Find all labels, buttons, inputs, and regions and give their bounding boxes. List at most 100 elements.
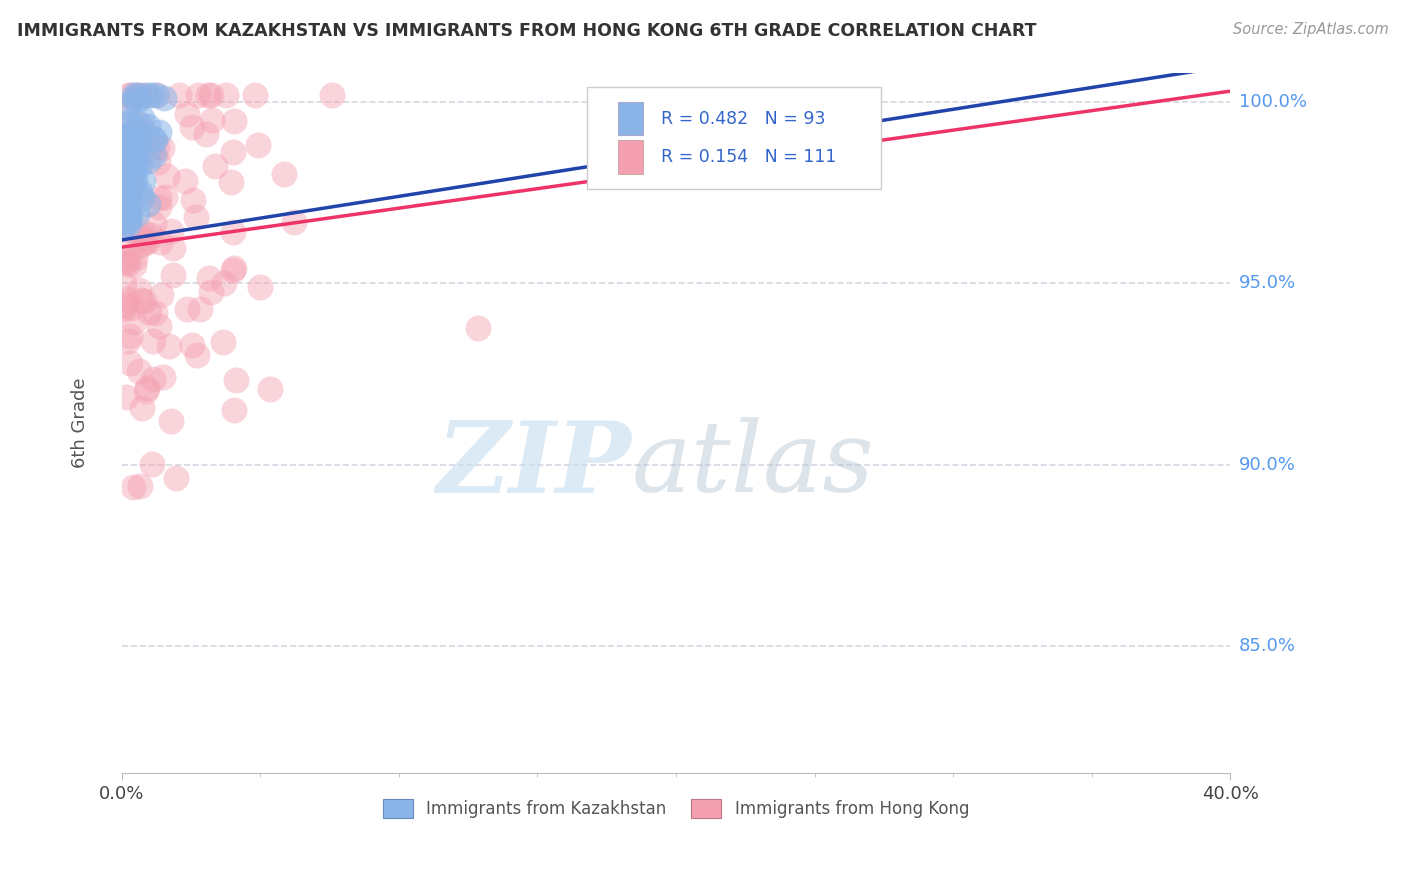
Point: [148, 125, 170, 139]
Point: [128, 364, 150, 378]
Point: [117, 334, 139, 348]
Point: [127, 136, 149, 150]
Point: [125, 207, 148, 221]
Point: [225, 373, 247, 387]
Point: [153, 190, 176, 204]
FancyBboxPatch shape: [619, 102, 643, 136]
Point: [136, 381, 159, 395]
Point: [118, 184, 141, 198]
Point: [136, 196, 159, 211]
Text: 95.0%: 95.0%: [1239, 275, 1296, 293]
Text: atlas: atlas: [631, 417, 875, 513]
Point: [122, 87, 145, 102]
Point: [247, 137, 270, 152]
Point: [148, 191, 170, 205]
Point: [125, 138, 148, 153]
Point: [135, 87, 157, 102]
Point: [117, 214, 139, 228]
Point: [117, 134, 139, 148]
Point: [114, 255, 136, 269]
Point: [112, 236, 135, 251]
Point: [117, 117, 139, 131]
Point: [118, 211, 141, 225]
Point: [132, 227, 155, 241]
Point: [224, 402, 246, 417]
Point: [136, 119, 159, 133]
Point: [112, 173, 135, 187]
Point: [128, 157, 150, 171]
Point: [127, 116, 149, 130]
Point: [118, 144, 141, 158]
Point: [115, 162, 138, 177]
Point: [115, 154, 138, 169]
Point: [176, 107, 198, 121]
Point: [117, 257, 139, 271]
Point: [160, 224, 183, 238]
Point: [128, 186, 150, 200]
Point: [115, 103, 138, 118]
Point: [212, 334, 235, 349]
Point: [117, 168, 139, 182]
Point: [111, 192, 134, 206]
Point: [201, 112, 224, 127]
Point: [121, 133, 143, 147]
Text: 100.0%: 100.0%: [1239, 93, 1306, 111]
Text: 85.0%: 85.0%: [1239, 638, 1296, 656]
Point: [120, 356, 142, 370]
Point: [156, 169, 179, 184]
Point: [200, 87, 222, 102]
Text: Source: ZipAtlas.com: Source: ZipAtlas.com: [1233, 22, 1389, 37]
Point: [149, 288, 172, 302]
Point: [112, 130, 135, 145]
Point: [222, 145, 245, 159]
Point: [146, 155, 169, 169]
Point: [165, 471, 187, 485]
Point: [259, 382, 281, 396]
Point: [117, 210, 139, 224]
Point: [112, 179, 135, 194]
Point: [124, 170, 146, 185]
Point: [112, 148, 135, 162]
Point: [122, 151, 145, 165]
Point: [134, 236, 156, 251]
Point: [118, 223, 141, 237]
Point: [224, 261, 246, 276]
Point: [142, 131, 165, 145]
Point: [125, 87, 148, 102]
Point: [146, 140, 169, 154]
Point: [222, 114, 245, 128]
Point: [112, 146, 135, 161]
Point: [143, 305, 166, 319]
Point: [118, 186, 141, 200]
Point: [180, 338, 202, 352]
Point: [124, 128, 146, 142]
Legend: Immigrants from Kazakhstan, Immigrants from Hong Kong: Immigrants from Kazakhstan, Immigrants f…: [377, 792, 976, 824]
Point: [120, 301, 142, 315]
Point: [117, 186, 139, 200]
Point: [148, 318, 170, 333]
Point: [114, 155, 136, 169]
Point: [120, 153, 142, 167]
Point: [142, 218, 165, 232]
Point: [112, 196, 135, 211]
Text: R = 0.482   N = 93: R = 0.482 N = 93: [661, 110, 825, 128]
Point: [115, 293, 138, 307]
Point: [114, 146, 136, 161]
Point: [145, 87, 167, 102]
Point: [120, 146, 142, 161]
Point: [118, 128, 141, 142]
Point: [114, 217, 136, 231]
Point: [111, 199, 134, 213]
FancyBboxPatch shape: [588, 87, 882, 188]
Point: [121, 145, 143, 159]
Point: [153, 90, 176, 104]
Point: [180, 120, 202, 134]
Point: [115, 196, 138, 211]
Point: [115, 183, 138, 197]
Point: [112, 166, 135, 180]
Point: [204, 160, 226, 174]
Point: [131, 231, 153, 245]
Point: [273, 167, 295, 181]
Point: [195, 127, 218, 141]
FancyBboxPatch shape: [619, 140, 643, 174]
